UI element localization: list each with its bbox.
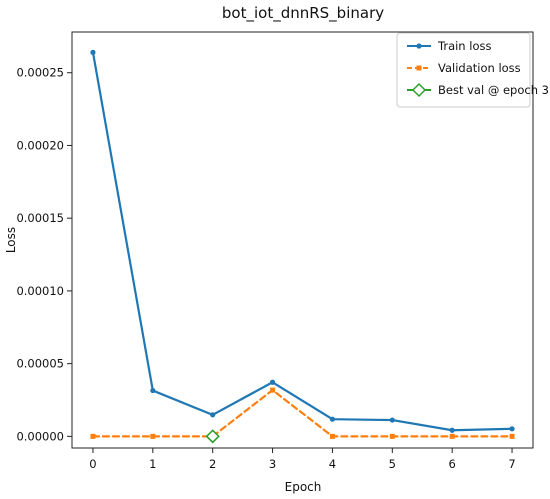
y-tick-label: 0.00005: [16, 357, 64, 371]
train-loss-point: [90, 49, 96, 55]
validation-loss-point: [150, 433, 156, 439]
x-tick-label: 0: [89, 457, 96, 471]
validation-loss-line: [91, 389, 514, 438]
legend-train-label: Train loss: [437, 39, 491, 53]
legend: Train loss Validation loss Best val @ ep…: [396, 32, 549, 108]
validation-loss-point: [449, 433, 455, 439]
y-axis-ticks: 0.00000 0.00005 0.00010 0.00015 0.00020 0.000…: [16, 66, 72, 443]
best-val-marker: [205, 429, 220, 444]
y-tick-label: 0.00010: [16, 284, 64, 298]
x-tick-label: 5: [389, 457, 396, 471]
validation-loss-point: [329, 433, 335, 439]
series-layer: [90, 49, 515, 444]
legend-best-label: Best val @ epoch 3: [438, 83, 549, 97]
validation-loss-point: [389, 433, 395, 439]
train-loss-point: [389, 417, 395, 423]
legend-validation-label: Validation loss: [438, 61, 521, 75]
train-loss-point: [449, 427, 455, 433]
validation-loss-point: [90, 433, 96, 439]
train-loss-point: [269, 379, 276, 385]
plot-frame: [71, 31, 534, 449]
chart-title: bot_iot_dnnRS_binary: [222, 4, 384, 23]
train-loss-point: [509, 426, 515, 432]
y-tick-label: 0.00020: [16, 138, 64, 152]
legend-box: [396, 32, 531, 108]
legend-best-marker: [411, 82, 427, 98]
x-tick-label: 1: [149, 457, 156, 471]
y-tick-label: 0.00015: [16, 211, 64, 225]
x-tick-label: 4: [329, 457, 336, 471]
train-loss-line: [91, 51, 514, 432]
x-tick-label: 2: [209, 457, 216, 471]
train-loss-point: [210, 412, 216, 418]
y-tick-label: 0.00025: [16, 66, 64, 80]
y-axis-label: Loss: [4, 227, 18, 253]
train-loss-point: [150, 387, 156, 394]
x-axis-ticks: 0 1 2 3 4 5 6 7: [89, 448, 516, 471]
y-tick-label: 0.00000: [16, 429, 64, 443]
legend-validation-marker: [416, 65, 422, 71]
validation-loss-point: [509, 433, 515, 439]
validation-loss-point: [270, 387, 276, 393]
x-tick-label: 3: [269, 457, 276, 471]
train-loss-point: [329, 416, 336, 422]
x-axis-label: Epoch: [285, 480, 322, 494]
x-tick-label: 7: [508, 457, 515, 471]
legend-train-marker: [416, 43, 422, 49]
x-tick-label: 6: [449, 457, 456, 471]
